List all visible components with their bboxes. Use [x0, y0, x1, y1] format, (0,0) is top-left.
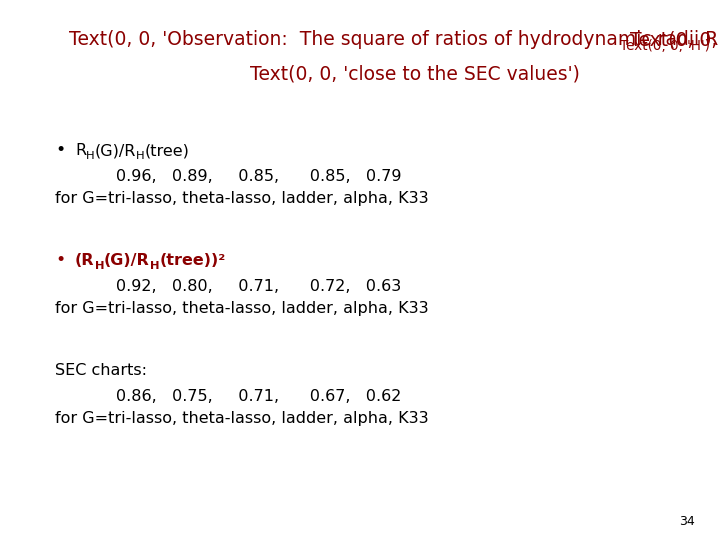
Text: for G=tri-lasso, theta-lasso, ladder, alpha, K33: for G=tri-lasso, theta-lasso, ladder, al… [55, 301, 428, 316]
Text: H: H [136, 151, 145, 161]
Text: (G)/R: (G)/R [104, 253, 150, 268]
Text: •: • [55, 251, 66, 269]
Text: (tree): (tree) [145, 143, 189, 158]
Text: H: H [94, 261, 104, 272]
Text: 0.86,   0.75,     0.71,      0.67,   0.62: 0.86, 0.75, 0.71, 0.67, 0.62 [75, 389, 401, 404]
Text: 0.92,   0.80,     0.71,      0.72,   0.63: 0.92, 0.80, 0.71, 0.72, 0.63 [75, 279, 401, 294]
Text: (tree))²: (tree))² [159, 253, 225, 268]
Text: H: H [150, 261, 159, 272]
Text: •: • [55, 141, 66, 159]
Text: Text(0, 0, 'Observation:  The square of ratios of hydrodynamic radii R'): Text(0, 0, 'Observation: The square of r… [69, 30, 720, 49]
Text: R: R [75, 143, 86, 158]
Text: 34: 34 [679, 515, 695, 528]
Text: for G=tri-lasso, theta-lasso, ladder, alpha, K33: for G=tri-lasso, theta-lasso, ladder, al… [55, 411, 428, 427]
Text: for G=tri-lasso, theta-lasso, ladder, alpha, K33: for G=tri-lasso, theta-lasso, ladder, al… [55, 191, 428, 206]
Text: (G)/R: (G)/R [95, 143, 136, 158]
Text: Text(0, 0, 'H'): Text(0, 0, 'H') [620, 39, 710, 53]
Text: SEC charts:: SEC charts: [55, 363, 147, 378]
Text: (R: (R [75, 253, 94, 268]
Text: 0.96,   0.89,     0.85,      0.85,   0.79: 0.96, 0.89, 0.85, 0.85, 0.79 [75, 170, 402, 184]
Text: H: H [86, 151, 95, 161]
Text: Text(0, 0, 'close to the SEC values'): Text(0, 0, 'close to the SEC values') [251, 65, 580, 84]
Text: Text(0, 0, ' is'): Text(0, 0, ' is') [630, 30, 720, 49]
